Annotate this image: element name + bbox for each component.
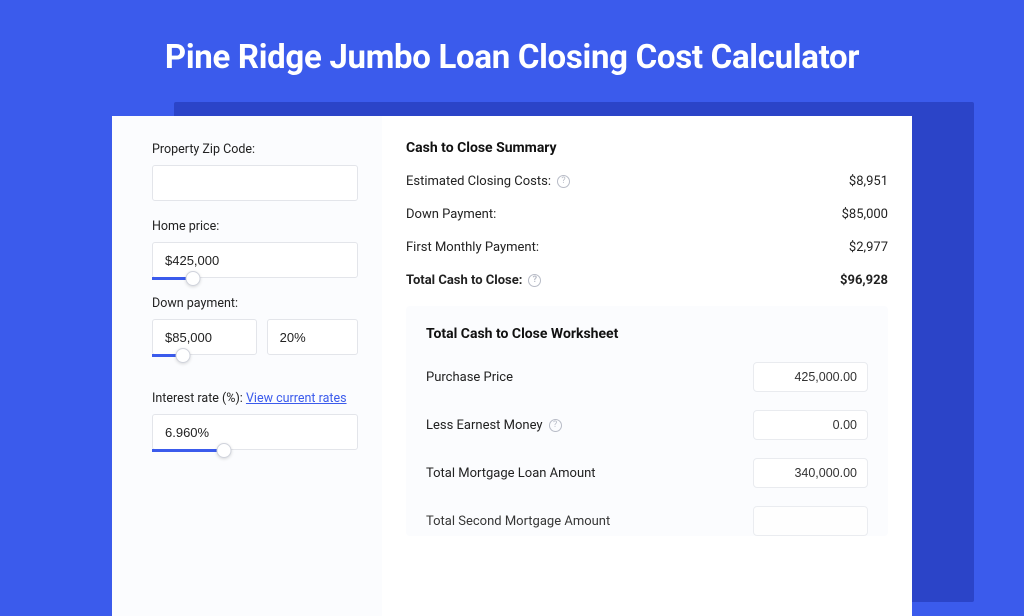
worksheet-label: Less Earnest Money: [426, 418, 543, 433]
summary-row-closing-costs: Estimated Closing Costs: ? $8,951: [406, 174, 888, 189]
form-column: Property Zip Code: Home price: Down paym…: [112, 116, 382, 616]
interest-rate-input[interactable]: [152, 414, 358, 450]
interest-rate-slider[interactable]: [152, 414, 358, 450]
summary-value: $85,000: [842, 207, 888, 222]
down-payment-slider-thumb[interactable]: [176, 348, 191, 363]
summary-title: Cash to Close Summary: [406, 140, 888, 156]
worksheet-row-earnest-money: Less Earnest Money ?: [426, 410, 868, 440]
home-price-field-group: Home price:: [152, 219, 358, 278]
home-price-input[interactable]: [152, 242, 358, 278]
worksheet-title: Total Cash to Close Worksheet: [426, 326, 868, 342]
down-payment-label: Down payment:: [152, 296, 358, 311]
down-payment-input[interactable]: [152, 319, 257, 355]
home-price-slider[interactable]: [152, 242, 358, 278]
down-payment-field-group: Down payment:: [152, 296, 358, 373]
worksheet-row-second-mortgage: Total Second Mortgage Amount: [426, 506, 868, 536]
summary-row-first-payment: First Monthly Payment: $2,977: [406, 240, 888, 255]
down-payment-slider[interactable]: [152, 319, 257, 355]
help-icon[interactable]: ?: [528, 274, 541, 287]
home-price-label: Home price:: [152, 219, 358, 234]
summary-row-down-payment: Down Payment: $85,000: [406, 207, 888, 222]
page-title: Pine Ridge Jumbo Loan Closing Cost Calcu…: [0, 0, 1024, 77]
worksheet-input[interactable]: [753, 506, 868, 536]
summary-value: $2,977: [849, 240, 888, 255]
summary-value: $8,951: [849, 174, 888, 189]
interest-rate-label: Interest rate (%): View current rates: [152, 391, 358, 406]
summary-label: Down Payment:: [406, 207, 496, 222]
worksheet-label: Total Second Mortgage Amount: [426, 514, 610, 529]
zip-input[interactable]: [152, 165, 358, 201]
calculator-panel: Property Zip Code: Home price: Down paym…: [112, 116, 912, 616]
interest-rate-field-group: Interest rate (%): View current rates: [152, 391, 358, 450]
down-payment-pct-input[interactable]: [267, 319, 358, 355]
zip-field-group: Property Zip Code:: [152, 142, 358, 201]
worksheet-input[interactable]: [753, 458, 868, 488]
worksheet-input[interactable]: [753, 410, 868, 440]
worksheet-row-mortgage-amount: Total Mortgage Loan Amount: [426, 458, 868, 488]
interest-rate-slider-thumb[interactable]: [217, 443, 232, 458]
worksheet-input[interactable]: [753, 362, 868, 392]
summary-row-total-cash: Total Cash to Close: ? $96,928: [406, 273, 888, 288]
results-column: Cash to Close Summary Estimated Closing …: [382, 116, 912, 616]
summary-label: Estimated Closing Costs:: [406, 174, 551, 189]
summary-label: First Monthly Payment:: [406, 240, 539, 255]
interest-rate-slider-track: [152, 449, 224, 452]
summary-label: Total Cash to Close:: [406, 273, 522, 288]
home-price-slider-thumb[interactable]: [186, 271, 201, 286]
view-rates-link[interactable]: View current rates: [246, 391, 347, 406]
interest-rate-label-text: Interest rate (%):: [152, 391, 243, 406]
summary-value: $96,928: [840, 273, 888, 288]
worksheet-label: Purchase Price: [426, 370, 513, 385]
worksheet-label: Total Mortgage Loan Amount: [426, 466, 596, 481]
zip-label: Property Zip Code:: [152, 142, 358, 157]
help-icon[interactable]: ?: [549, 419, 562, 432]
help-icon[interactable]: ?: [557, 175, 570, 188]
worksheet-panel: Total Cash to Close Worksheet Purchase P…: [406, 306, 888, 536]
worksheet-row-purchase-price: Purchase Price: [426, 362, 868, 392]
